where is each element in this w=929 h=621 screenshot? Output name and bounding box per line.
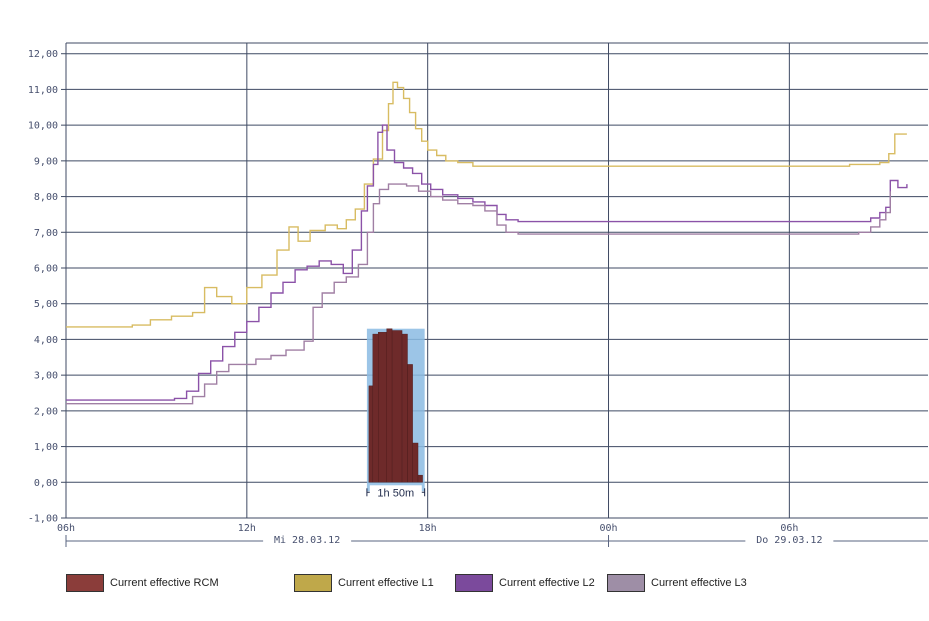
y-tick-label: 1,00 xyxy=(34,442,58,453)
rcm-bar xyxy=(417,474,423,483)
y-tick-label: 3,00 xyxy=(34,371,58,382)
rcm-histogram: 1h 50m xyxy=(366,328,426,499)
grid xyxy=(65,42,928,519)
rcm-bar xyxy=(391,330,403,483)
y-tick-label: 6,00 xyxy=(34,264,58,275)
y-tick-label: 12,00 xyxy=(28,49,58,60)
x-tick-label: 06h xyxy=(57,523,75,534)
legend-label-l1: Current effective L1 xyxy=(338,577,434,589)
date-label: Mi 28.03.12 xyxy=(274,535,340,546)
x-axis-ticks: 06h 12h 18h 00h 06h xyxy=(57,523,798,534)
y-tick-label: 0,00 xyxy=(34,478,58,489)
legend-label-l2: Current effective L2 xyxy=(499,577,595,589)
series-line-current-effective-l3 xyxy=(66,183,891,405)
y-tick-label: 11,00 xyxy=(28,85,58,96)
rcm-bar xyxy=(412,442,419,483)
date-label-bg xyxy=(745,533,834,545)
series-line-current-effective-l2 xyxy=(66,124,908,401)
rcm-bar xyxy=(372,333,379,483)
legend-swatch-l3 xyxy=(607,574,645,592)
y-tick-label: 8,00 xyxy=(34,192,58,203)
legend-item-rcm: Current effective RCM xyxy=(66,574,219,592)
date-label: Do 29.03.12 xyxy=(756,535,822,546)
legend-label-rcm: Current effective RCM xyxy=(110,577,219,589)
rcm-bar xyxy=(401,333,408,483)
x-tick-label: 00h xyxy=(599,523,617,534)
y-tick-label: 10,00 xyxy=(28,121,58,132)
series-lines xyxy=(66,81,908,405)
duration-label: 1h 50m xyxy=(377,487,414,499)
legend-swatch-rcm xyxy=(66,574,104,592)
x-tick-label: 12h xyxy=(238,523,256,534)
y-axis-ticks: -1,00 0,00 1,00 2,00 3,00 4,00 5,00 6,00 7,00 8,0… xyxy=(28,49,66,525)
legend-swatch-l2 xyxy=(455,574,493,592)
legend-item-l2: Current effective L2 xyxy=(455,574,595,592)
date-timeline: Mi 28.03.12 Do 29.03.12 xyxy=(65,533,928,547)
x-tick-label: 06h xyxy=(780,523,798,534)
rcm-bar xyxy=(378,332,387,483)
rcm-bar xyxy=(407,364,413,483)
legend-item-l3: Current effective L3 xyxy=(607,574,747,592)
legend-swatch-l1 xyxy=(294,574,332,592)
date-label-bg xyxy=(263,533,352,545)
series-line-current-effective-l1 xyxy=(66,81,907,328)
legend-label-l3: Current effective L3 xyxy=(651,577,747,589)
rcm-bar xyxy=(368,385,374,483)
duration-label-bg xyxy=(369,485,422,499)
chart-area: -1,00 0,00 1,00 2,00 3,00 4,00 5,00 6,00 7,00 8,0… xyxy=(28,42,928,547)
x-tick-label: 18h xyxy=(419,523,437,534)
y-tick-label: -1,00 xyxy=(28,514,58,525)
legend: Current effective RCM Current effective … xyxy=(0,574,929,598)
y-tick-label: 7,00 xyxy=(34,228,58,239)
y-tick-label: 5,00 xyxy=(34,299,58,310)
y-tick-label: 9,00 xyxy=(34,156,58,167)
y-tick-label: 2,00 xyxy=(34,406,58,417)
y-tick-label: 4,00 xyxy=(34,335,58,346)
legend-item-l1: Current effective L1 xyxy=(294,574,434,592)
rcm-bar xyxy=(386,328,393,483)
